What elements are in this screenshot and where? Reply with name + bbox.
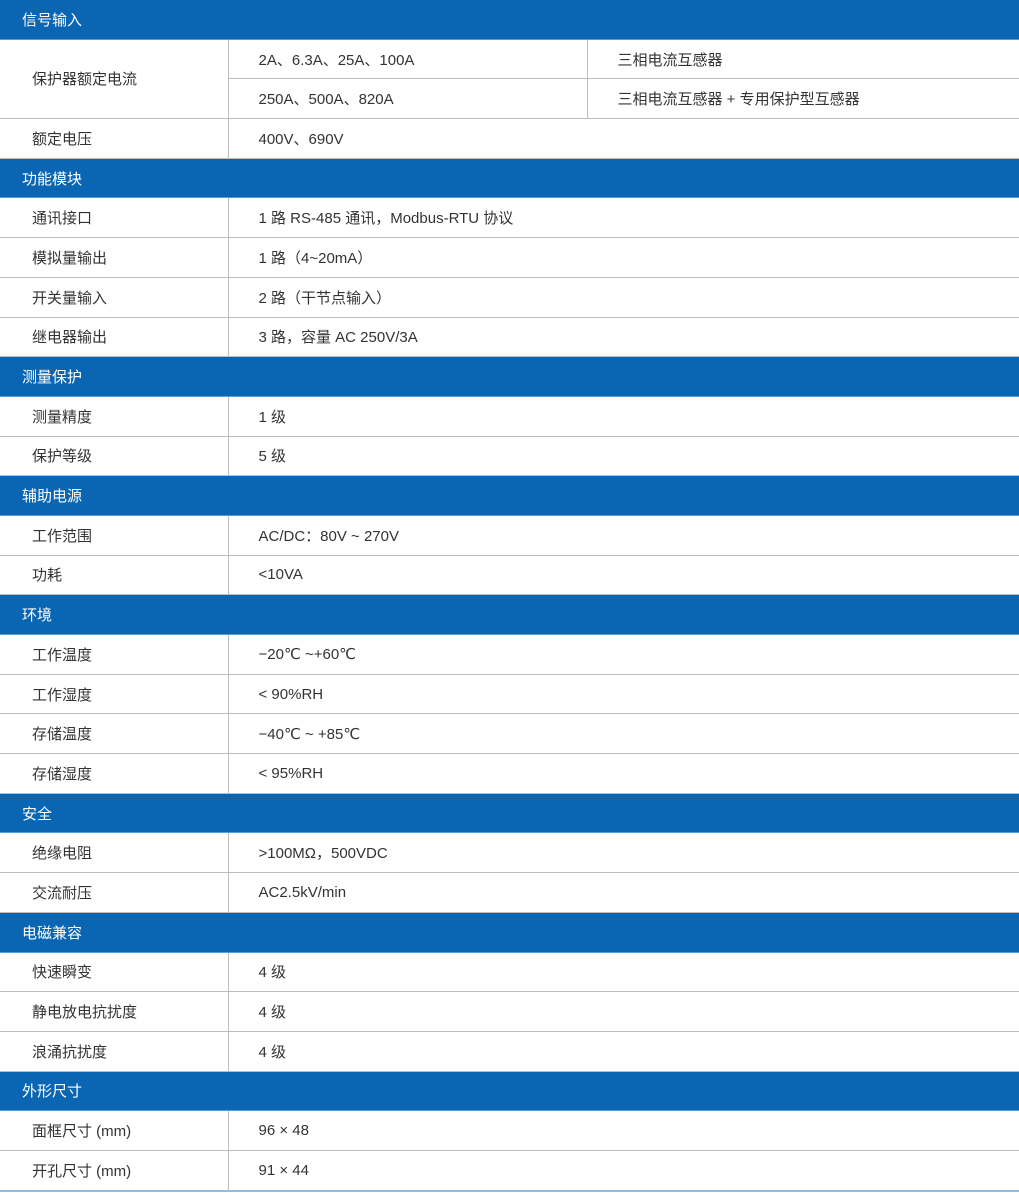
- table-row: 功耗 <10VA: [0, 555, 1019, 596]
- table-row: 工作湿度 < 90%RH: [0, 674, 1019, 715]
- section-header: 测量保护: [0, 356, 1019, 397]
- row-value: 1 级: [228, 396, 1019, 437]
- section-title: 功能模块: [0, 158, 1019, 199]
- row-value: 400V、690V: [228, 118, 1019, 159]
- row-value: AC/DC：80V ~ 270V: [228, 515, 1019, 556]
- row-label: 浪涌抗扰度: [0, 1031, 229, 1072]
- row-value: 5 级: [228, 436, 1019, 477]
- row-value: <10VA: [228, 555, 1019, 596]
- table-row: 工作温度 −20℃ ~+60℃: [0, 634, 1019, 675]
- row-note: 三相电流互感器 + 专用保护型互感器: [587, 78, 1019, 120]
- row-value: 3 路，容量 AC 250V/3A: [228, 317, 1019, 358]
- table-row: 保护等级 5 级: [0, 436, 1019, 477]
- section-title: 环境: [0, 594, 1019, 635]
- section-header: 功能模块: [0, 158, 1019, 199]
- row-label: 绝缘电阻: [0, 832, 229, 874]
- row-label: 开关量输入: [0, 277, 229, 318]
- row-label: 工作湿度: [0, 674, 229, 715]
- section-title: 测量保护: [0, 356, 1019, 397]
- row-value: 91 × 44: [228, 1150, 1019, 1192]
- row-label: 继电器输出: [0, 317, 229, 358]
- row-value: 1 路（4~20mA）: [228, 237, 1019, 278]
- row-label: 开孔尺寸 (mm): [0, 1150, 229, 1192]
- table-row: 开孔尺寸 (mm) 91 × 44: [0, 1150, 1019, 1192]
- row-value: AC2.5kV/min: [228, 872, 1019, 913]
- table-row: 测量精度 1 级: [0, 396, 1019, 437]
- section-title: 信号输入: [0, 0, 1019, 40]
- row-label: 保护等级: [0, 436, 229, 477]
- row-value: < 90%RH: [228, 674, 1019, 715]
- row-note: 三相电流互感器: [587, 39, 1019, 80]
- row-label: 模拟量输出: [0, 237, 229, 278]
- table-row: 快速瞬变 4 级: [0, 952, 1019, 993]
- table-row: 浪涌抗扰度 4 级: [0, 1031, 1019, 1072]
- row-label: 快速瞬变: [0, 952, 229, 993]
- section-header: 电磁兼容: [0, 912, 1019, 953]
- row-value: >100MΩ，500VDC: [228, 832, 1019, 874]
- section-header: 信号输入: [0, 0, 1019, 40]
- section-header: 安全: [0, 793, 1019, 834]
- row-value: < 95%RH: [228, 753, 1019, 794]
- table-row: 存储湿度 < 95%RH: [0, 753, 1019, 794]
- table-row: 面框尺寸 (mm) 96 × 48: [0, 1110, 1019, 1151]
- row-label: 通讯接口: [0, 197, 229, 239]
- section-header: 外形尺寸: [0, 1071, 1019, 1112]
- row-label: 额定电压: [0, 118, 229, 159]
- row-label: 存储湿度: [0, 753, 229, 794]
- row-value: −20℃ ~+60℃: [228, 634, 1019, 675]
- table-row: 存储温度 −40℃ ~ +85℃: [0, 713, 1019, 755]
- table-row: 开关量输入 2 路（干节点输入）: [0, 277, 1019, 318]
- section-header: 辅助电源: [0, 475, 1019, 516]
- section-title: 安全: [0, 793, 1019, 834]
- row-value: 2A、6.3A、25A、100A: [228, 39, 588, 80]
- row-label: 工作温度: [0, 634, 229, 675]
- row-value: 4 级: [228, 1031, 1019, 1072]
- row-label: 交流耐压: [0, 872, 229, 913]
- table-row: 保护器额定电流 2A、6.3A、25A、100A 三相电流互感器: [0, 39, 1019, 120]
- table-row: 工作范围 AC/DC：80V ~ 270V: [0, 515, 1019, 556]
- row-value: 96 × 48: [228, 1110, 1019, 1151]
- section-title: 电磁兼容: [0, 912, 1019, 953]
- row-value: 4 级: [228, 952, 1019, 993]
- row-value: 2 路（干节点输入）: [228, 277, 1019, 318]
- row-label: 功耗: [0, 555, 229, 596]
- table-row: 额定电压 400V、690V: [0, 118, 1019, 159]
- row-value: −40℃ ~ +85℃: [228, 713, 1019, 755]
- table-row: 绝缘电阻 >100MΩ，500VDC: [0, 832, 1019, 874]
- row-label: 工作范围: [0, 515, 229, 556]
- row-value: 1 路 RS-485 通讯，Modbus-RTU 协议: [228, 197, 1019, 239]
- table-row: 交流耐压 AC2.5kV/min: [0, 872, 1019, 913]
- section-title: 辅助电源: [0, 475, 1019, 516]
- row-label: 存储温度: [0, 713, 229, 755]
- table-row: 静电放电抗扰度 4 级: [0, 991, 1019, 1032]
- row-label: 静电放电抗扰度: [0, 991, 229, 1032]
- row-value: 4 级: [228, 991, 1019, 1032]
- row-label: 测量精度: [0, 396, 229, 437]
- table-row: 继电器输出 3 路，容量 AC 250V/3A: [0, 317, 1019, 358]
- table-row: 模拟量输出 1 路（4~20mA）: [0, 237, 1019, 278]
- section-header: 环境: [0, 594, 1019, 635]
- table-row: 250A、500A、820A 三相电流互感器 + 专用保护型互感器: [0, 78, 1019, 120]
- row-label: 保护器额定电流: [0, 39, 229, 120]
- table-row: 通讯接口 1 路 RS-485 通讯，Modbus-RTU 协议: [0, 197, 1019, 239]
- section-title: 外形尺寸: [0, 1071, 1019, 1112]
- row-label: 面框尺寸 (mm): [0, 1110, 229, 1151]
- row-value: 250A、500A、820A: [228, 78, 588, 120]
